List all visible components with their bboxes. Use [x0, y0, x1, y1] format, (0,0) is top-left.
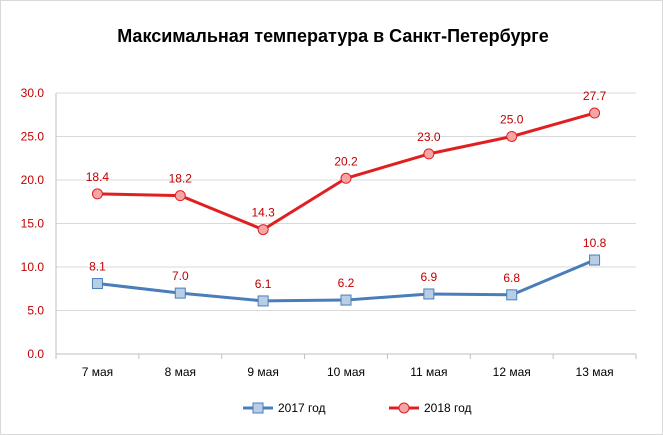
- y-tick-label: 0.0: [27, 347, 44, 361]
- data-label: 18.4: [86, 170, 110, 184]
- data-label: 6.8: [503, 271, 520, 285]
- data-label: 6.1: [255, 277, 272, 291]
- data-point: [91, 188, 103, 200]
- y-tick-label: 25.0: [21, 130, 45, 144]
- series-layer: [91, 107, 601, 307]
- data-point: [589, 254, 601, 266]
- data-label: 8.1: [89, 260, 106, 274]
- y-tick-label: 5.0: [27, 304, 44, 318]
- data-label: 25.0: [500, 113, 524, 127]
- data-label: 14.3: [251, 206, 275, 220]
- data-label: 10.8: [583, 236, 607, 250]
- series-2: [91, 107, 601, 236]
- data-point: [506, 289, 518, 301]
- x-tick-label: 13 мая: [576, 365, 614, 379]
- legend-entry-2: 2018 год: [389, 401, 472, 415]
- legend-label: 2017 год: [278, 401, 326, 415]
- data-label: 7.0: [172, 269, 189, 283]
- data-point: [174, 287, 186, 299]
- x-tick-label: 7 мая: [82, 365, 113, 379]
- data-point: [257, 224, 269, 236]
- axes: [55, 93, 637, 359]
- x-tick-label: 8 мая: [165, 365, 196, 379]
- data-point: [589, 107, 601, 119]
- grid: [56, 92, 636, 311]
- data-label: 20.2: [334, 154, 358, 168]
- legend-label: 2018 год: [424, 401, 472, 415]
- data-point: [257, 295, 269, 307]
- x-tick-label: 10 мая: [327, 365, 365, 379]
- x-tick-label: 12 мая: [493, 365, 531, 379]
- data-label: 23.0: [417, 130, 441, 144]
- data-point: [506, 131, 518, 142]
- data-label: 6.2: [338, 276, 355, 290]
- data-point: [340, 172, 352, 184]
- data-point: [174, 190, 186, 202]
- y-tick-label: 10.0: [21, 260, 45, 274]
- data-label: 27.7: [583, 89, 607, 103]
- data-point: [91, 278, 103, 290]
- legend: 2017 год 2018 год: [243, 401, 472, 415]
- data-point: [423, 148, 435, 160]
- data-point: [340, 294, 352, 306]
- data-labels: 8.1 7.0 6.1 6.2 6.9 6.8 10.8 18.4 18.2 14.3 20.2 23…: [86, 89, 607, 291]
- series-1: [91, 254, 601, 307]
- y-tick-label: 20.0: [21, 173, 45, 187]
- y-axis-ticks: 0.0 5.0 10.0 15.0 20.0 25.0 30.0: [21, 86, 45, 361]
- chart-title: Максимальная температура в Санкт-Петербу…: [117, 26, 549, 46]
- legend-marker: [252, 402, 264, 414]
- y-tick-label: 15.0: [21, 217, 45, 231]
- x-tick-label: 9 мая: [247, 365, 278, 379]
- x-axis-ticks: 7 мая 8 мая 9 мая 10 мая 11 мая 12 мая 13 мая: [82, 365, 614, 379]
- data-point: [423, 288, 435, 300]
- legend-entry-1: 2017 год: [243, 401, 326, 415]
- legend-marker: [398, 402, 410, 414]
- data-label: 18.2: [169, 172, 193, 186]
- data-label: 6.9: [421, 270, 438, 284]
- y-tick-label: 30.0: [21, 86, 45, 100]
- x-tick-label: 11 мая: [410, 365, 447, 379]
